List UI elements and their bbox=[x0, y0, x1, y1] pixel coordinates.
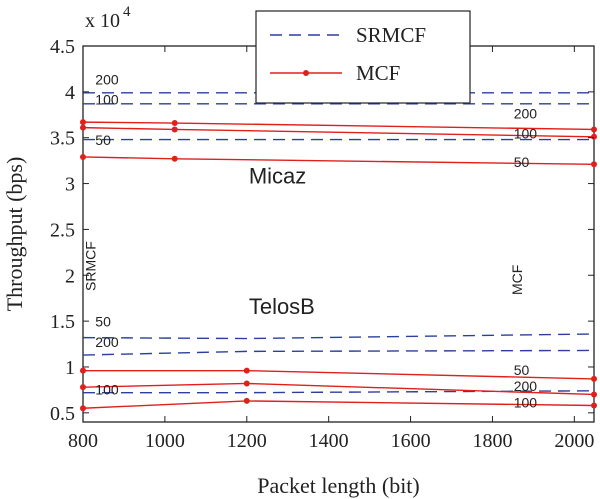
line-value-label: 100 bbox=[95, 381, 119, 397]
y-axis-label: Throughput (bps) bbox=[2, 157, 27, 312]
y-tick-label: 4.5 bbox=[50, 36, 75, 58]
mcf-marker bbox=[591, 126, 597, 133]
x-axis-label: Packet length (bit) bbox=[257, 473, 420, 498]
y-tick-label: 4 bbox=[65, 82, 75, 104]
legend-marker bbox=[303, 70, 309, 76]
legend-box bbox=[255, 10, 471, 104]
line-value-label: 100 bbox=[514, 394, 538, 410]
line-value-label: 200 bbox=[514, 378, 538, 394]
y-tick-label: 3 bbox=[65, 174, 75, 196]
platform-label: Micaz bbox=[249, 164, 306, 189]
line-value-label: 50 bbox=[514, 362, 530, 378]
series-layer bbox=[80, 92, 597, 412]
mcf-marker bbox=[171, 120, 178, 127]
mcf-marker bbox=[171, 126, 178, 133]
line-value-label: 50 bbox=[95, 314, 111, 330]
mcf-marker bbox=[591, 133, 597, 140]
line-value-label: 200 bbox=[95, 334, 119, 350]
y-tick-label: 1.5 bbox=[50, 311, 75, 333]
y-tick-label: 1 bbox=[65, 357, 75, 379]
legend-label: SRMCF bbox=[356, 23, 426, 47]
line-value-label: 200 bbox=[514, 105, 538, 121]
srmcf-line bbox=[83, 390, 595, 394]
mcf-marker bbox=[80, 367, 86, 374]
mcf-marker bbox=[243, 397, 250, 404]
mcf-marker bbox=[591, 391, 597, 398]
y-tick-label: 3.5 bbox=[50, 128, 75, 150]
plot-frame bbox=[82, 45, 595, 423]
mcf-marker bbox=[80, 119, 86, 126]
line-value-label: 100 bbox=[514, 126, 538, 142]
x-tick-label: 1800 bbox=[472, 430, 512, 452]
mcf-marker bbox=[591, 375, 597, 382]
mcf-marker bbox=[243, 367, 250, 374]
rotated-annotation: SRMCF bbox=[82, 241, 98, 291]
mcf-marker bbox=[80, 124, 86, 131]
y-tick-label: 2 bbox=[65, 265, 75, 287]
y-tick-label: 2.5 bbox=[50, 219, 75, 241]
x-tick-label: 1600 bbox=[391, 430, 431, 452]
y-multiplier-label: x 10 bbox=[85, 10, 120, 32]
mcf-marker bbox=[243, 380, 250, 387]
line-value-label: 50 bbox=[514, 154, 530, 170]
line-value-label: 50 bbox=[95, 132, 111, 148]
mcf-marker bbox=[591, 161, 597, 168]
ticks-layer: 800 1000 1200 1400 1600 1800 2000 0.5 1 1.5 2 2.5 3 3… bbox=[50, 36, 594, 452]
mcf-marker bbox=[80, 405, 86, 412]
legend-label: MCF bbox=[356, 61, 400, 85]
rotated-annotation: MCF bbox=[509, 265, 525, 295]
y-multiplier-exponent: 4 bbox=[123, 4, 131, 20]
srmcf-line bbox=[82, 333, 595, 340]
mcf-marker bbox=[80, 153, 86, 160]
plot-area bbox=[82, 45, 595, 423]
x-tick-label: 1400 bbox=[309, 430, 349, 452]
legend: SRMCF MCF bbox=[255, 10, 471, 104]
srmcf-line bbox=[82, 349, 595, 356]
x-tick-label: 2000 bbox=[554, 430, 594, 452]
x-tick-label: 1000 bbox=[145, 430, 185, 452]
x-tick-label: 800 bbox=[68, 430, 98, 452]
mcf-marker bbox=[171, 155, 178, 162]
mcf-marker bbox=[591, 402, 597, 409]
annotation-layer: 2001005020010050MicazTelosB5020010050200… bbox=[82, 72, 537, 411]
mcf-marker bbox=[80, 384, 86, 391]
line-value-label: 200 bbox=[95, 72, 119, 88]
line-value-label: 100 bbox=[95, 92, 119, 108]
platform-label: TelosB bbox=[249, 294, 315, 319]
x-tick-label: 1200 bbox=[227, 430, 267, 452]
y-tick-label: 0.5 bbox=[50, 403, 75, 425]
